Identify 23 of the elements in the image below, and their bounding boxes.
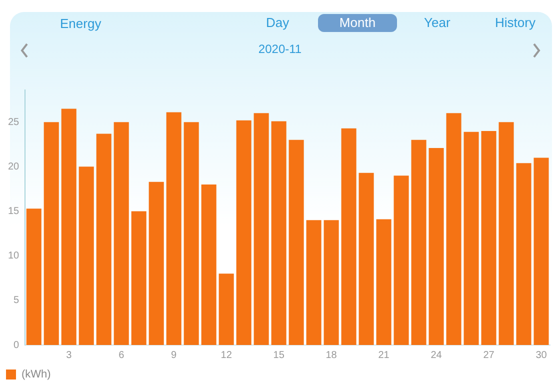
- y-tick-label: 0: [14, 340, 20, 351]
- x-tick-label: 21: [378, 350, 390, 361]
- y-tick-label: 5: [14, 295, 20, 306]
- x-tick-label: 6: [118, 350, 125, 361]
- legend-label: (kWh): [22, 368, 51, 381]
- text: Month: [318, 14, 397, 32]
- x-tick-label: 15: [273, 350, 285, 361]
- x-tick-label: 12: [220, 350, 232, 361]
- y-tick-label: 15: [8, 206, 20, 218]
- y-tick-label: 10: [8, 250, 20, 262]
- text: Year: [424, 14, 450, 32]
- x-tick-label: 24: [430, 350, 442, 361]
- chart-subtitle: 2020-11: [257, 42, 303, 56]
- x-tick-label: 9: [171, 350, 178, 361]
- chart-title: Energy: [60, 16, 102, 31]
- text: History: [495, 14, 536, 32]
- y-tick-label: 20: [8, 161, 20, 172]
- y-tick-label: 25: [8, 116, 20, 128]
- x-tick-label: 27: [483, 350, 495, 361]
- text: Day: [266, 14, 290, 32]
- x-tick-label: 3: [66, 350, 72, 361]
- x-tick-label: 18: [326, 350, 338, 361]
- x-tick-label: 30: [536, 350, 548, 361]
